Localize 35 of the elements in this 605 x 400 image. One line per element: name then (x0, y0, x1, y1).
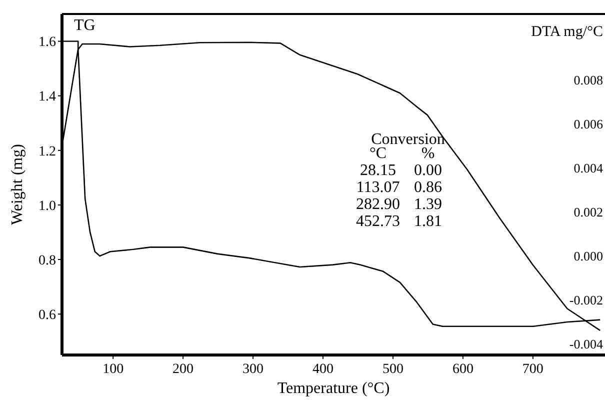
x-tick-label: 400 (312, 362, 334, 377)
x-tick-label: 300 (242, 362, 264, 377)
y2-tick-label: 0.000 (574, 248, 603, 264)
x-tick-label: 700 (522, 362, 544, 377)
y2-tick-label: 0.004 (574, 160, 604, 176)
annotation: 0.86 (414, 179, 442, 196)
y2-tick-label: 0.002 (574, 204, 603, 220)
y2-tick-label: -0.002 (569, 292, 603, 308)
annotation: 1.81 (414, 213, 442, 230)
annotation: % (421, 145, 435, 162)
annotation: Conversion (371, 131, 445, 148)
annotation: 0.00 (414, 162, 442, 179)
y-tick-label: 0.6 (38, 308, 56, 323)
series-label: TG (74, 17, 96, 34)
x-tick-label: 500 (382, 362, 404, 377)
annotation: 1.39 (414, 196, 442, 213)
annotation: 113.07 (356, 179, 400, 196)
x-axis-title: Temperature (°C) (277, 380, 390, 397)
x-tick-label: 600 (452, 362, 474, 377)
annotation: °C (369, 145, 387, 162)
y-axis-title: Weight (mg) (9, 144, 26, 225)
y-tick-label: 1.0 (38, 198, 56, 214)
y-tick-label: 1.6 (38, 35, 56, 50)
annotation: 282.90 (356, 196, 400, 213)
y-tick-label: 0.8 (38, 253, 56, 268)
y-tick-label: 1.2 (38, 144, 56, 160)
y2-tick-label: -0.004 (569, 336, 604, 352)
y2-tick-label: 0.006 (574, 116, 604, 132)
x-tick-label: 200 (172, 362, 194, 377)
y2-tick-label: 0.008 (574, 72, 603, 88)
x-tick-label: 100 (102, 362, 124, 377)
annotation: 28.15 (360, 162, 396, 179)
annotation: 452.73 (356, 213, 400, 230)
y2-axis-title: DTA mg/°C (531, 24, 603, 40)
y-tick-label: 1.4 (38, 90, 56, 105)
